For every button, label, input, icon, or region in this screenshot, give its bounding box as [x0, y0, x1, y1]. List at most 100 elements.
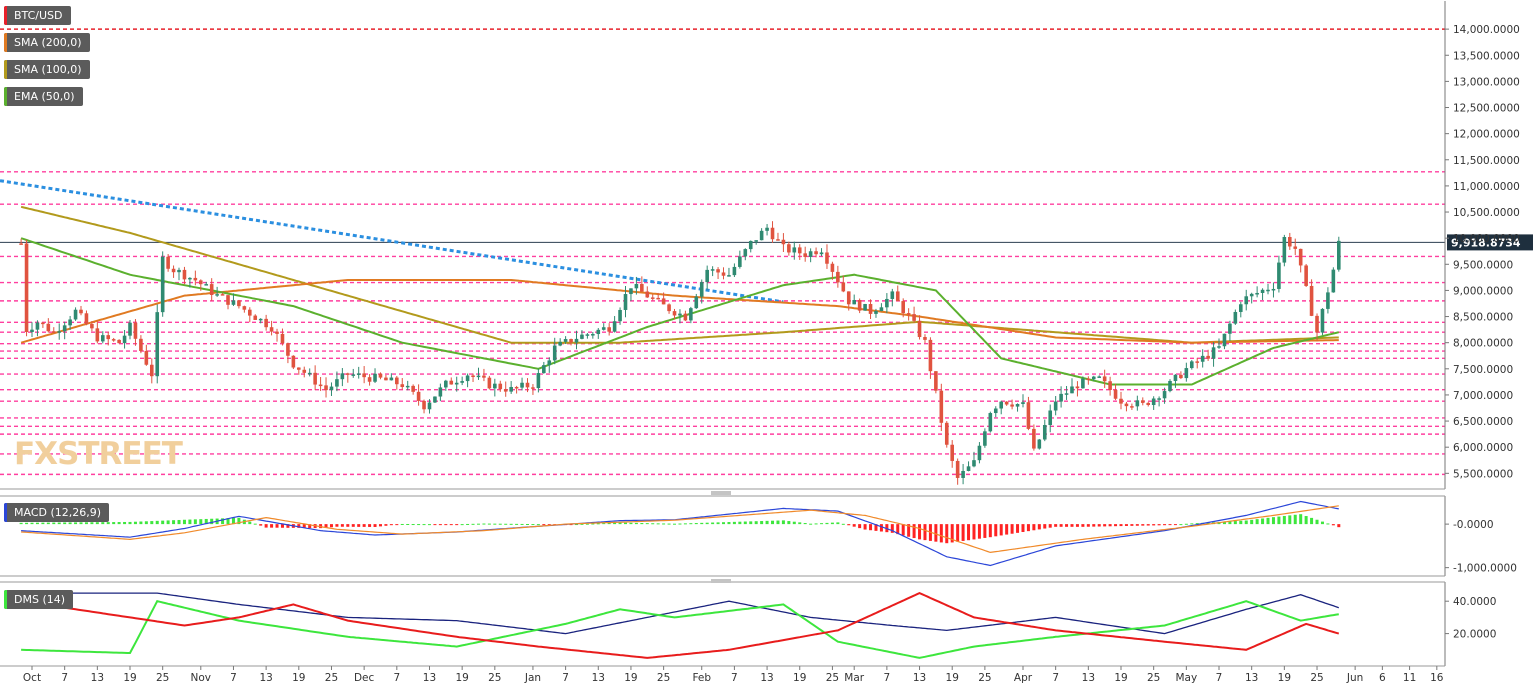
macd-histogram-bar [858, 524, 862, 529]
candle-body [591, 334, 595, 336]
macd-histogram-bar [830, 522, 834, 525]
legend-dms[interactable]: DMS (14) [4, 590, 74, 609]
macd-histogram-bar [280, 524, 284, 528]
candle-body [727, 275, 731, 277]
candle-body [1091, 376, 1096, 380]
x-tick-label: 25 [488, 672, 501, 684]
macd-histogram-bar [106, 522, 110, 525]
legend-sma100[interactable]: SMA (100,0) [4, 60, 90, 79]
candle-body [950, 444, 955, 461]
macd-histogram-bar [1086, 524, 1090, 527]
candle-body [155, 312, 160, 377]
candle-body [1108, 381, 1112, 390]
macd-histogram-bar [460, 524, 464, 526]
candle-body [569, 339, 573, 343]
macd-histogram-bar [264, 524, 268, 528]
x-tick-label: 19 [1114, 672, 1127, 684]
candle-body [95, 328, 100, 342]
candle-body [198, 280, 203, 285]
macd-histogram-bar [1070, 524, 1074, 527]
candle-body [825, 252, 829, 264]
macd-histogram-bar [346, 524, 350, 527]
legend-macd[interactable]: MACD (12,26,9) [4, 503, 110, 522]
candle-body [885, 298, 889, 308]
macd-histogram-bar [640, 523, 644, 525]
x-tick-label: 13 [913, 672, 926, 684]
macd-histogram-bar [1092, 524, 1096, 527]
candle-body [24, 243, 29, 333]
macd-histogram-bar [760, 521, 764, 525]
x-tick-label: Jun [1346, 672, 1363, 684]
macd-histogram-bar [1228, 521, 1232, 525]
candle-body [62, 325, 67, 332]
legend-sma200[interactable]: SMA (200,0) [4, 33, 90, 52]
candle-body [743, 249, 748, 257]
candle-body [797, 247, 802, 254]
candle-body [367, 377, 372, 382]
macd-histogram-bar [329, 524, 333, 528]
candle-body [819, 252, 824, 255]
candle-body [710, 269, 715, 271]
macd-histogram-bar [259, 524, 263, 526]
candle-body [106, 335, 111, 340]
macd-histogram-bar [417, 524, 421, 526]
x-tick-label: 13 [592, 672, 605, 684]
candle-body [149, 364, 154, 377]
candle-body [209, 284, 214, 295]
candle-body [1298, 248, 1303, 266]
candle-body [1184, 368, 1189, 379]
x-tick-label: 25 [1310, 672, 1323, 684]
dms-y-tick-label: 40.0000 [1453, 596, 1496, 608]
candle-body [1195, 361, 1200, 363]
candle-body [68, 319, 72, 326]
candle-body [781, 239, 786, 245]
legend-btcusd[interactable]: BTC/USD [4, 6, 71, 25]
legend-ema50[interactable]: EMA (50,0) [4, 87, 83, 106]
macd-histogram-bar [531, 524, 535, 526]
macd-histogram-bar [482, 523, 486, 525]
macd-histogram-bar [1075, 524, 1079, 527]
candle-body [667, 304, 671, 312]
macd-histogram-bar [1037, 524, 1041, 530]
candle-body [999, 401, 1004, 409]
candle-body [30, 329, 34, 333]
candle-body [503, 389, 508, 392]
candle-body [356, 373, 361, 375]
candle-body [378, 373, 383, 378]
macd-histogram-bar [836, 522, 840, 525]
x-tick-label: 6 [1379, 672, 1386, 684]
macd-histogram-bar [476, 523, 480, 525]
macd-histogram-bar [19, 522, 23, 525]
macd-histogram-bar [662, 523, 666, 525]
macd-histogram-bar [749, 521, 753, 525]
macd-histogram-bar [30, 522, 34, 525]
candle-body [765, 227, 769, 231]
candle-body [732, 266, 737, 276]
macd-histogram-bar [155, 520, 159, 525]
macd-histogram-bar [515, 523, 519, 525]
candle-body [433, 396, 437, 403]
sma200-line [20, 279, 1339, 344]
candle-body [182, 269, 187, 280]
candle-body [1015, 403, 1020, 407]
macd-histogram-bar [1293, 514, 1297, 525]
candle-body [79, 309, 83, 314]
macd-histogram-bar [863, 524, 867, 530]
candle-body [1277, 262, 1281, 289]
candle-body [280, 333, 285, 344]
candle-body [531, 387, 535, 389]
x-tick-label: 19 [624, 672, 637, 684]
candle-body [405, 385, 410, 388]
x-tick-label: 7 [1052, 672, 1059, 684]
macd-histogram-bar [248, 521, 252, 525]
dms-y-tick-label: 20.0000 [1453, 629, 1496, 641]
candle-body [335, 379, 339, 387]
x-tick-label: 13 [423, 672, 436, 684]
macd-histogram-bar [237, 517, 241, 525]
candle-body [868, 304, 873, 314]
x-tick-label: 19 [1278, 672, 1291, 684]
candle-body [237, 300, 241, 307]
candle-body [640, 284, 644, 292]
candle-body [231, 300, 236, 305]
candle-body [1042, 425, 1047, 440]
